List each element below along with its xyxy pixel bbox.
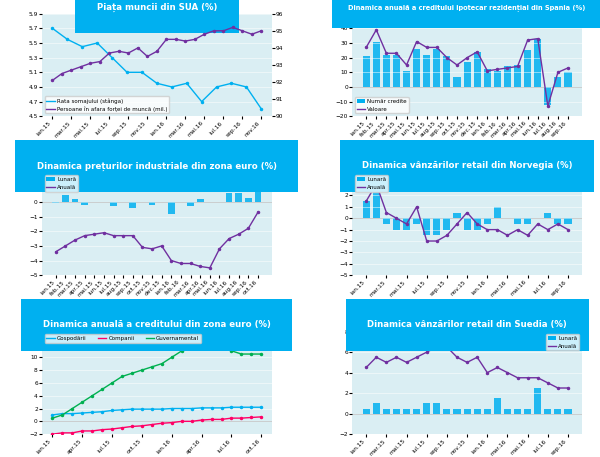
Bar <box>494 207 501 218</box>
Bar <box>362 201 370 218</box>
Title: Dinamica vânzărilor retail din Norvegia (%): Dinamica vânzărilor retail din Norvegia … <box>362 161 572 170</box>
Bar <box>494 398 501 414</box>
Bar <box>534 38 541 87</box>
Legend: Lunară, Anuală: Lunară, Anuală <box>45 175 78 191</box>
Title: Dinamica anuală a creditului din zona euro (%): Dinamica anuală a creditului din zona eu… <box>43 320 271 329</box>
Bar <box>514 409 521 414</box>
Bar <box>383 409 390 414</box>
Title: Piața muncii din SUA (%): Piața muncii din SUA (%) <box>97 3 217 12</box>
Bar <box>413 49 420 87</box>
Bar <box>413 409 420 414</box>
Bar <box>383 55 390 87</box>
Title: Dinamica prețurilor industriale din zona euro (%): Dinamica prețurilor industriale din zona… <box>37 161 277 170</box>
Bar <box>514 65 521 87</box>
Bar <box>484 218 491 224</box>
Bar <box>454 213 461 218</box>
Bar <box>484 69 491 87</box>
Bar <box>464 409 470 414</box>
Bar <box>565 409 572 414</box>
Bar <box>443 409 451 414</box>
Bar <box>149 202 155 205</box>
Bar <box>524 50 531 87</box>
Bar <box>373 404 380 414</box>
Bar <box>423 218 430 235</box>
Bar <box>82 202 88 205</box>
Bar <box>534 388 541 414</box>
Bar <box>484 409 491 414</box>
Bar <box>433 49 440 87</box>
Bar <box>554 409 562 414</box>
Bar <box>110 202 117 207</box>
Legend: Număr credite, Valoare: Număr credite, Valoare <box>355 97 409 113</box>
Bar <box>373 178 380 218</box>
Bar <box>373 42 380 87</box>
Bar <box>403 71 410 87</box>
Bar <box>443 218 451 229</box>
Bar <box>130 202 136 208</box>
Bar <box>362 409 370 414</box>
Bar <box>544 87 551 105</box>
Bar <box>524 218 531 224</box>
Bar <box>454 409 461 414</box>
Legend: Rata somajului (stânga), Persoane în afara forței de muncă (mil.): Rata somajului (stânga), Persoane în afa… <box>45 96 169 113</box>
Legend: Lunară, Anuală: Lunară, Anuală <box>546 335 579 351</box>
Bar <box>454 77 461 87</box>
Bar <box>187 202 194 207</box>
Bar <box>544 213 551 218</box>
Title: Dinamica vânzărilor retail din Suedia (%): Dinamica vânzărilor retail din Suedia (%… <box>367 320 567 329</box>
Bar <box>52 202 59 203</box>
Bar <box>433 218 440 235</box>
Bar <box>504 409 511 414</box>
Bar <box>443 56 451 87</box>
Bar <box>473 52 481 87</box>
Bar <box>544 409 551 414</box>
Bar <box>473 218 481 229</box>
Bar <box>464 62 470 87</box>
Bar <box>383 218 390 224</box>
Bar <box>362 56 370 87</box>
Bar <box>423 55 430 87</box>
Bar <box>423 404 430 414</box>
Bar <box>168 202 175 214</box>
Bar <box>62 195 69 202</box>
Bar <box>393 409 400 414</box>
Bar <box>554 77 562 87</box>
Bar <box>413 218 420 224</box>
Bar <box>245 197 252 202</box>
Bar <box>473 409 481 414</box>
Legend: Gospodării, Companii, Guvernamental: Gospodării, Companii, Guvernamental <box>45 335 201 343</box>
Bar <box>403 218 410 229</box>
Bar <box>393 218 400 229</box>
Title: Dinamica anuală a creditului ipotecar rezidențial din Spania (%): Dinamica anuală a creditului ipotecar re… <box>349 5 586 11</box>
Bar <box>393 55 400 87</box>
Bar <box>514 218 521 224</box>
Bar <box>254 190 262 202</box>
Legend: Lunară, Anuală: Lunară, Anuală <box>355 175 388 191</box>
Bar <box>433 404 440 414</box>
Bar <box>504 66 511 87</box>
Bar <box>197 199 203 202</box>
Bar <box>494 71 501 87</box>
Bar <box>71 199 79 202</box>
Bar <box>226 193 232 202</box>
Bar <box>554 218 562 224</box>
Bar <box>565 218 572 224</box>
Bar <box>524 409 531 414</box>
Bar <box>235 193 242 202</box>
Bar <box>565 72 572 87</box>
Bar <box>403 409 410 414</box>
Bar <box>464 218 470 229</box>
